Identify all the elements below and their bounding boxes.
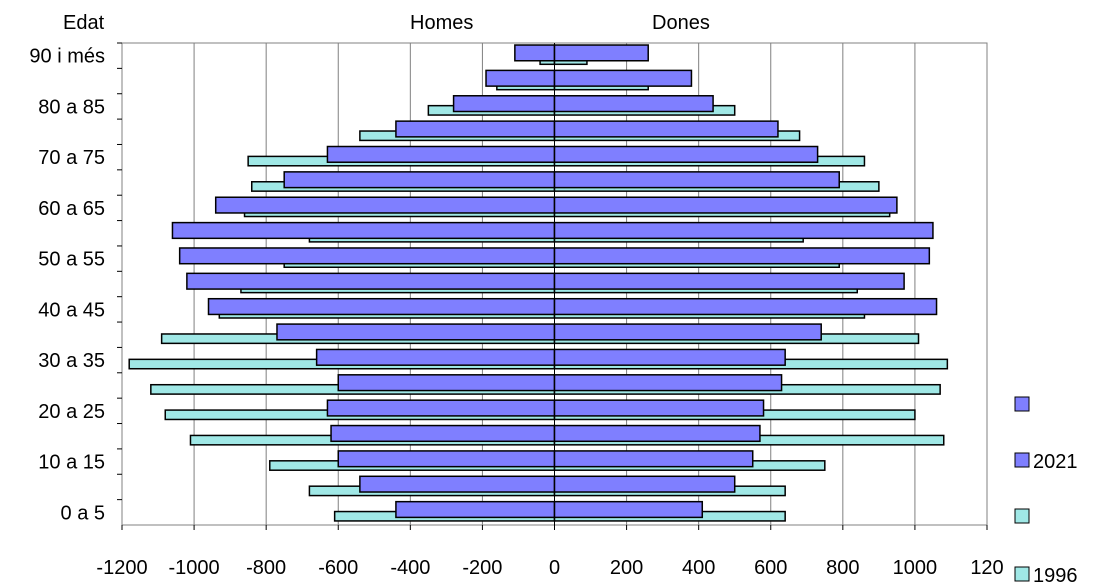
bar-2021-homes: [395, 120, 556, 138]
legend-swatch: [1014, 508, 1030, 524]
y-tick-label: 80 a 85: [38, 96, 105, 118]
y-tick-label: 0 a 5: [61, 502, 105, 524]
bar-2021-homes: [178, 247, 556, 265]
bar-2021-dones: [553, 297, 938, 316]
bar-2021-homes: [315, 348, 556, 366]
x-tick-label: -800: [246, 557, 286, 579]
legend-label: 1996: [1033, 565, 1078, 587]
bar-2021-dones: [553, 69, 693, 87]
legend-label: 2021: [1033, 451, 1078, 473]
bar-2021-homes: [207, 297, 556, 316]
legend-swatch: [1014, 452, 1030, 468]
y-tick-label: 10 a 15: [38, 452, 105, 474]
bar-2021-homes: [485, 69, 556, 87]
bar-2021-dones: [553, 44, 649, 62]
x-tick-label: -400: [390, 557, 430, 579]
bar-2021-homes: [337, 450, 556, 468]
x-tick-label: -1200: [96, 557, 147, 579]
bar-2021-dones: [553, 95, 714, 113]
bar-2021-dones: [553, 272, 905, 290]
bar-2021-dones: [553, 348, 786, 366]
bars: [128, 44, 949, 522]
x-tick-labels: -1200 -1000 -800 -600 -400 -200 0 200 400 600 800 1…: [96, 525, 1004, 579]
bar-2021-dones: [553, 145, 819, 163]
x-tick-label: 0: [549, 557, 560, 579]
bar-2021-dones: [553, 475, 736, 493]
legend: 2021 1996: [1014, 396, 1078, 587]
bar-2021-homes: [276, 323, 556, 341]
x-tick-label: 120: [970, 557, 1003, 579]
y-tick-label: 50 a 55: [38, 249, 105, 271]
bar-2021-homes: [452, 95, 556, 113]
bar-2021-homes: [283, 171, 556, 189]
bar-2021-dones: [553, 500, 704, 519]
x-tick-label: 800: [826, 557, 859, 579]
bar-2021-homes: [171, 221, 556, 240]
bar-2021-homes: [214, 196, 556, 214]
y-tick-label: 90 i més: [29, 46, 105, 68]
bar-2021-homes: [337, 374, 556, 392]
bar-2021-homes: [326, 399, 556, 417]
x-tick-label: 600: [754, 557, 787, 579]
y-tick-label: 60 a 65: [38, 198, 105, 220]
bar-2021-dones: [553, 247, 931, 265]
bar-2021-dones: [553, 196, 898, 214]
bar-2021-dones: [553, 120, 779, 138]
legend-swatch: [1014, 566, 1030, 582]
bar-2021-dones: [553, 424, 761, 443]
x-tick-label: 400: [682, 557, 715, 579]
x-tick-label: 1000: [893, 557, 938, 579]
bar-2021-homes: [326, 145, 556, 163]
bar-2021-homes: [514, 44, 556, 62]
bar-2021-homes: [186, 272, 556, 290]
bar-2021-dones: [553, 399, 765, 417]
bar-2021-homes: [359, 475, 556, 493]
y-tick-label: 30 a 35: [38, 350, 105, 372]
x-tick-label: -200: [462, 557, 502, 579]
bar-2021-dones: [553, 450, 754, 468]
y-tick-label: 40 a 45: [38, 299, 105, 321]
bar-2021-dones: [553, 171, 840, 189]
homes-title: Homes: [410, 12, 473, 34]
y-tick-label: 70 a 75: [38, 147, 105, 169]
bar-2021-dones: [553, 221, 934, 240]
y-tick-label: 20 a 25: [38, 401, 105, 423]
x-tick-label: -1000: [169, 557, 220, 579]
bar-2021-dones: [553, 374, 783, 392]
bar-2021-dones: [553, 323, 822, 341]
legend-swatch: [1014, 396, 1030, 412]
x-tick-label: -600: [318, 557, 358, 579]
dones-title: Dones: [652, 12, 710, 34]
x-tick-label: 200: [610, 557, 643, 579]
bar-2021-homes: [330, 424, 556, 443]
y-tick-labels: 0 a 5 10 a 15 20 a 25 30 a 35 40 a 45 50 a 55…: [29, 42, 122, 524]
y-axis-title: Edat: [63, 12, 105, 34]
bar-2021-homes: [395, 500, 556, 519]
